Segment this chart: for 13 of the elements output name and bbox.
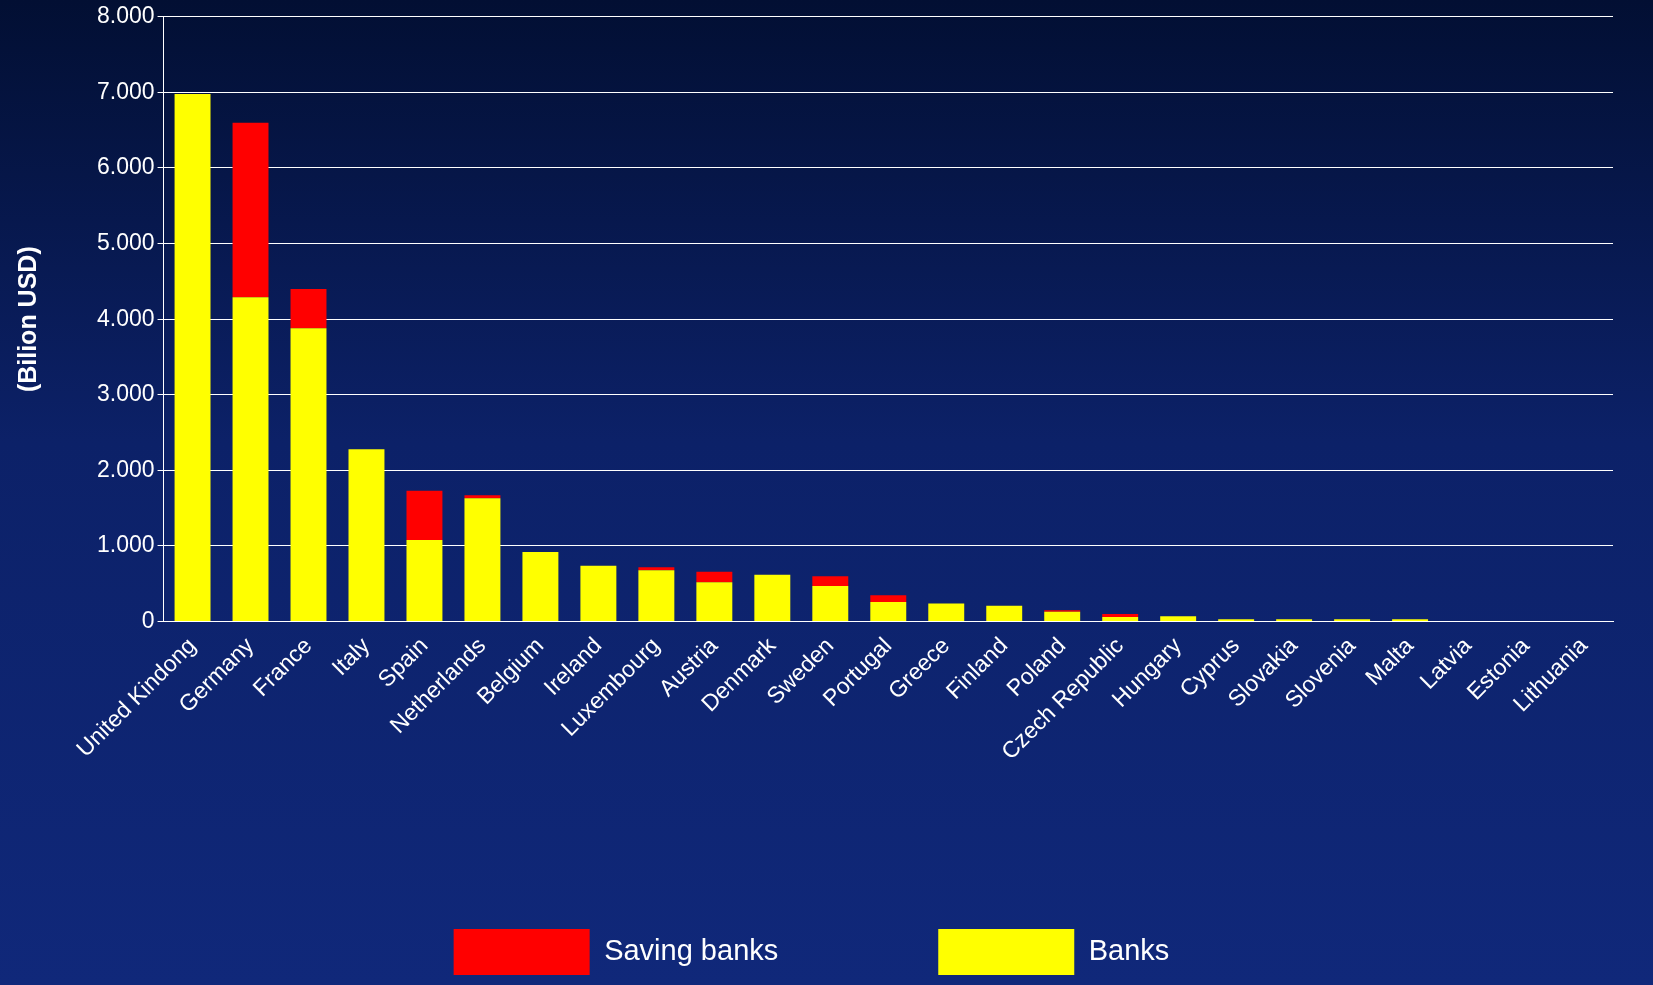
y-tick-label: 3.000 — [96, 380, 155, 407]
y-tick-label: 7.000 — [96, 77, 155, 104]
y-tick-label: 6.000 — [96, 153, 155, 180]
y-tick-label: 2.000 — [96, 455, 155, 482]
y-axis-title: (Bilion USD) — [12, 246, 41, 393]
y-tick-label: 4.000 — [96, 304, 155, 331]
y-tick-label: 5.000 — [96, 228, 155, 255]
y-tick-label: 8.000 — [96, 2, 155, 29]
legend-label: Banks — [1088, 934, 1170, 966]
legend-label: Saving banks — [604, 934, 779, 966]
y-tick-label: 0 — [141, 606, 155, 633]
x-tick-label: Italy — [326, 631, 375, 681]
y-tick-label: 1.000 — [96, 531, 155, 558]
